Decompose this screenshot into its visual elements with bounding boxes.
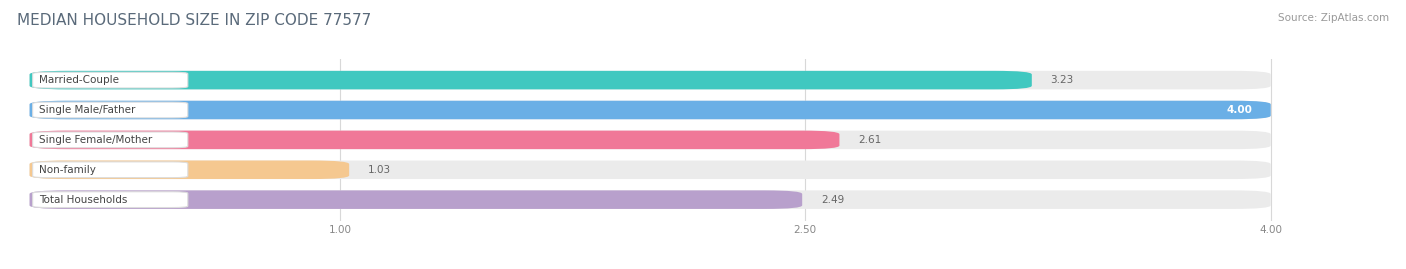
Text: Single Male/Father: Single Male/Father [39,105,135,115]
FancyBboxPatch shape [30,131,839,149]
FancyBboxPatch shape [30,161,349,179]
FancyBboxPatch shape [32,102,188,118]
FancyBboxPatch shape [30,71,1271,89]
FancyBboxPatch shape [32,132,188,148]
FancyBboxPatch shape [30,101,1271,119]
FancyBboxPatch shape [30,101,1271,119]
Text: 1.03: 1.03 [368,165,391,175]
FancyBboxPatch shape [30,131,1271,149]
Text: 2.61: 2.61 [858,135,882,145]
FancyBboxPatch shape [30,190,803,209]
Text: Single Female/Mother: Single Female/Mother [39,135,152,145]
FancyBboxPatch shape [32,72,188,88]
FancyBboxPatch shape [30,190,1271,209]
Text: Non-family: Non-family [39,165,96,175]
Text: 4.00: 4.00 [1226,105,1253,115]
Text: Source: ZipAtlas.com: Source: ZipAtlas.com [1278,13,1389,23]
FancyBboxPatch shape [30,71,1032,89]
Text: MEDIAN HOUSEHOLD SIZE IN ZIP CODE 77577: MEDIAN HOUSEHOLD SIZE IN ZIP CODE 77577 [17,13,371,29]
Text: Total Households: Total Households [39,195,128,205]
Text: Married-Couple: Married-Couple [39,75,120,85]
Text: 3.23: 3.23 [1050,75,1074,85]
Text: 2.49: 2.49 [821,195,844,205]
FancyBboxPatch shape [30,161,1271,179]
FancyBboxPatch shape [32,162,188,178]
FancyBboxPatch shape [32,192,188,208]
